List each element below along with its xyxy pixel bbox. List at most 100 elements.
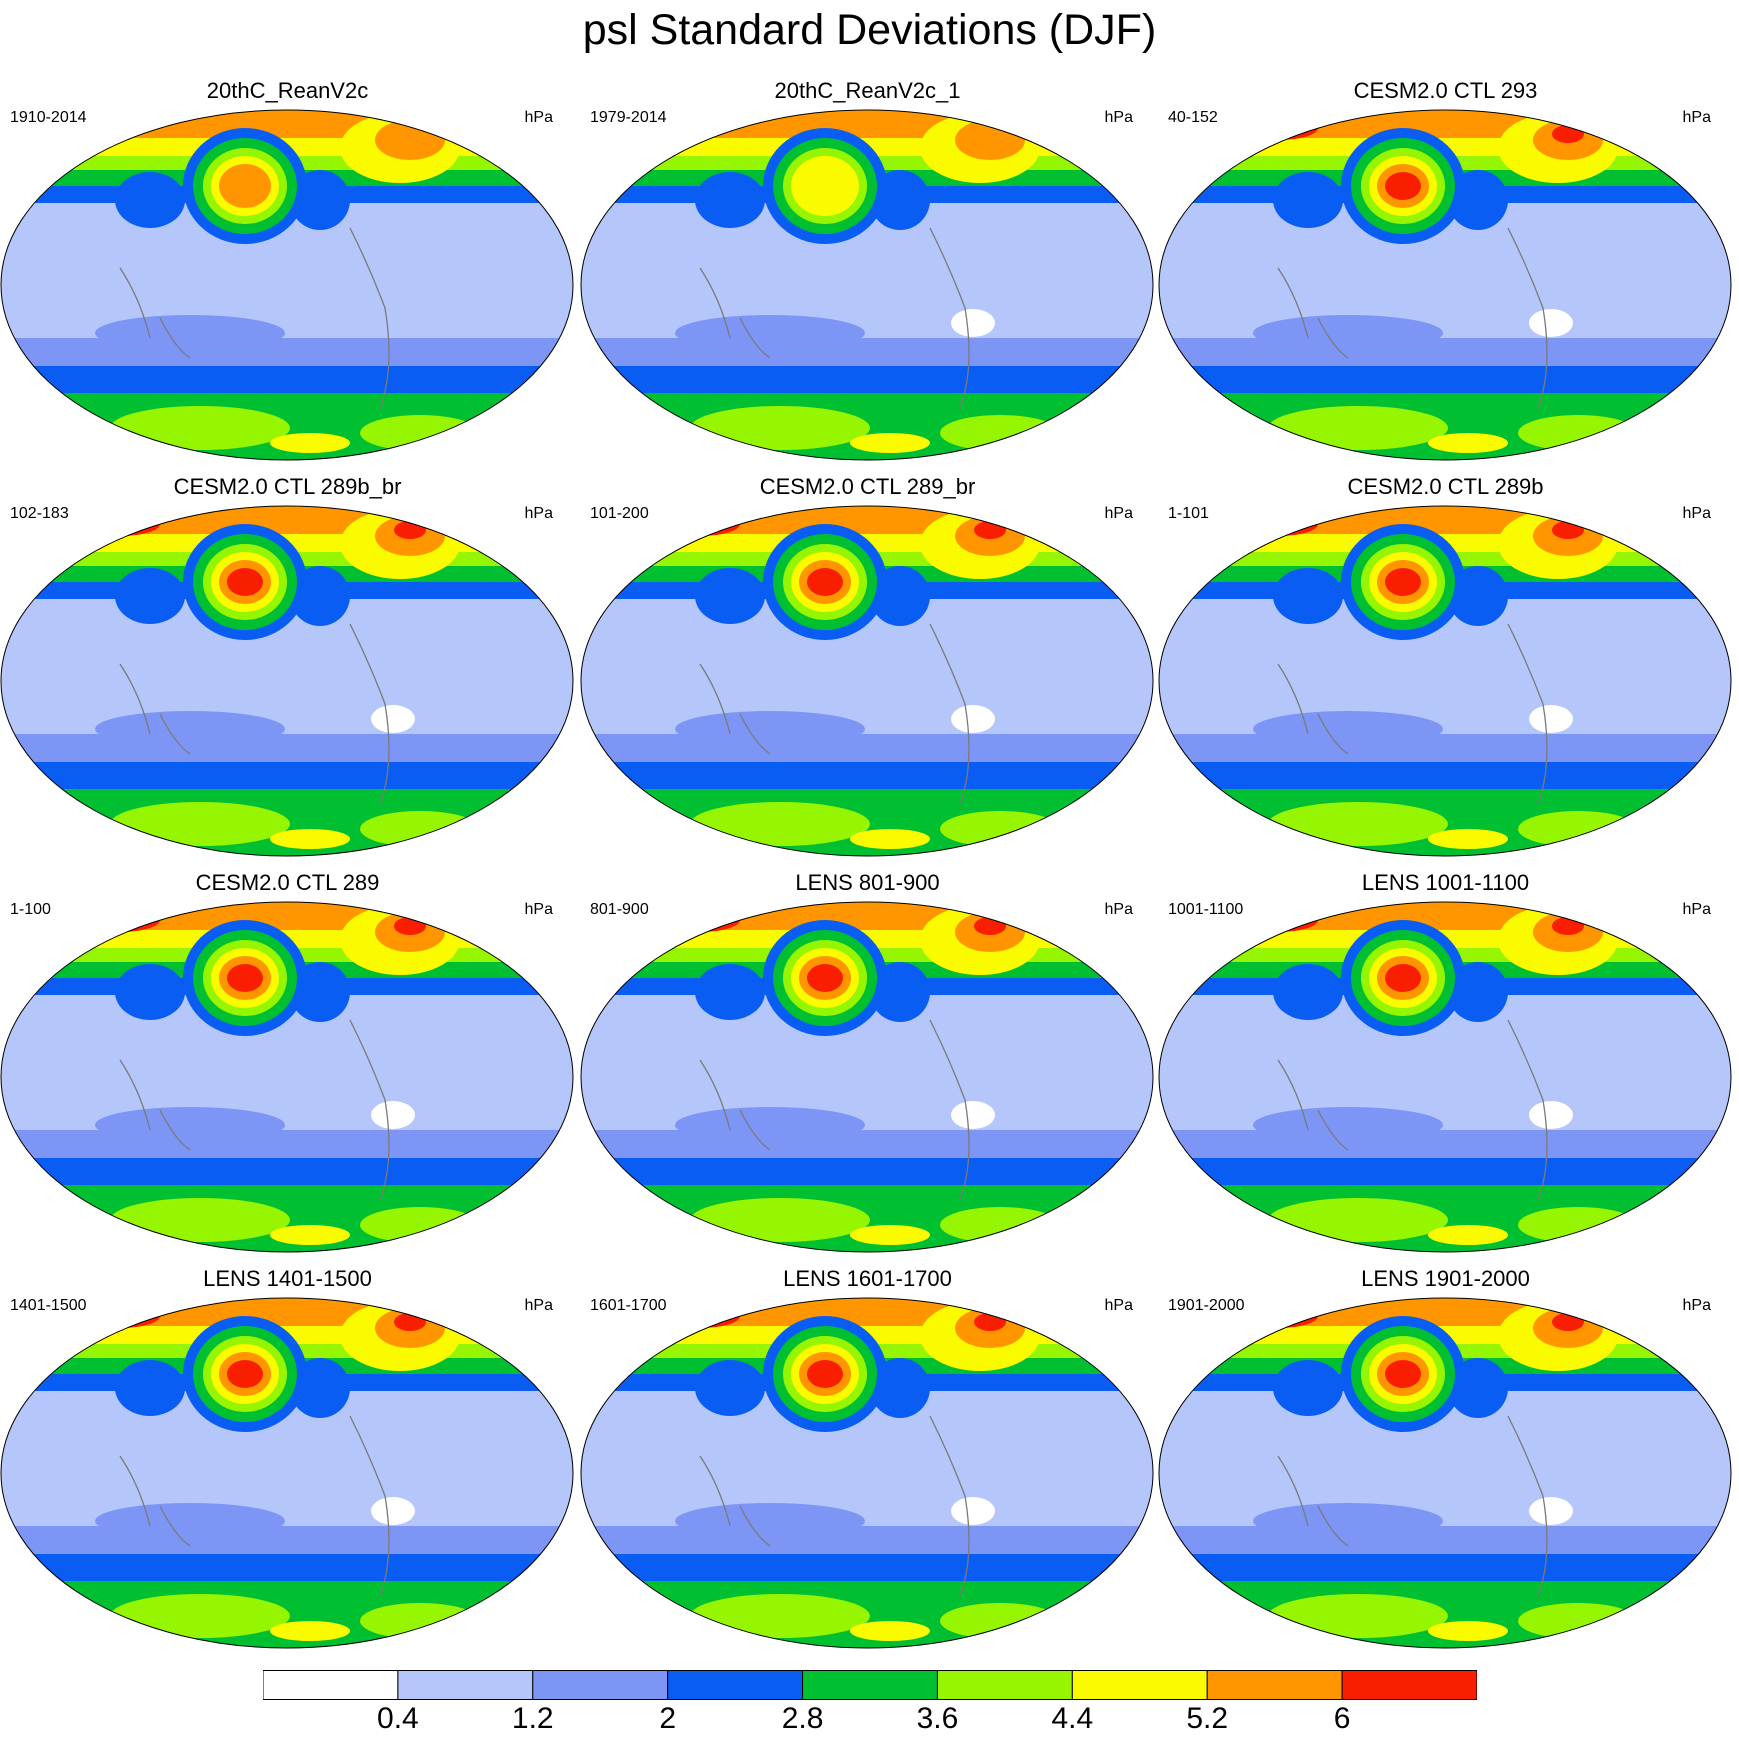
north-gap [695,1360,765,1416]
panel-title: CESM2.0 CTL 289b [1347,474,1544,499]
antarctic-patch [1518,811,1638,847]
map-field [0,505,574,857]
antarctic-patch [1428,829,1508,849]
map-boundary [1158,109,1732,461]
tropical-band [95,1107,285,1143]
north-pacific-center [1385,1360,1421,1388]
north-pacific-center [807,1360,843,1388]
map-panel: CESM2.0 CTL 289 1-100 hPa [0,870,575,1255]
antarctic-patch [360,415,480,451]
low-variance-patch [371,1101,415,1129]
north-pacific-center [1385,568,1421,596]
coastline [349,623,390,805]
map-boundary [580,901,1154,1253]
colorbar-tick-label: 2 [659,1702,676,1735]
panel-title: CESM2.0 CTL 289 [195,870,380,895]
antarctic-patch [110,1594,290,1638]
coastline [349,1019,390,1201]
colorbar-swatch [667,1670,804,1700]
panel-units-label: hPa [524,505,553,522]
low-variance-patch [951,1497,995,1525]
north-pacific-center [807,568,843,596]
panel-period-label: 102-183 [10,505,69,522]
panel-period-label: 1401-1500 [10,1297,87,1314]
siberian-center [660,908,740,932]
north-gap [1273,964,1343,1020]
coastline [119,663,191,755]
antarctic-patch [940,811,1060,847]
north-pacific-center [227,568,263,596]
low-variance-patch [951,705,995,733]
antarctic-patch [1428,433,1508,453]
antarctic-patch [940,1207,1060,1243]
coastline [1277,663,1349,755]
north-gap [695,568,765,624]
north-band-6 [581,1298,1153,1326]
colorbar-tick-label: 0.4 [377,1702,419,1735]
tropical-band [1253,1107,1443,1143]
panel-title: LENS 1901-2000 [1361,1266,1530,1291]
panel-title: CESM2.0 CTL 289b_br [173,474,402,499]
panel-units-label: hPa [524,1297,553,1314]
antarctic-patch [110,802,290,846]
coastline [1507,1019,1548,1201]
siberian-center [660,1304,740,1328]
panel-units-label: hPa [1682,1297,1711,1314]
coastline [699,1455,771,1547]
coastline [119,1455,191,1547]
north-gap [695,964,765,1020]
low-variance-patch [1529,705,1573,733]
map-panel: LENS 1401-1500 1401-1500 hPa [0,1266,575,1651]
colorbar-swatch [397,1670,534,1700]
north-band-6 [1159,506,1731,534]
panel-title: CESM2.0 CTL 293 [1353,78,1538,103]
colorbar-tick-label: 4.4 [1051,1702,1094,1735]
colorbar-tick-label: 3.6 [916,1702,959,1735]
colorbar-swatch [802,1670,938,1700]
map-field [580,1297,1154,1649]
figure-title: psl Standard Deviations (DJF) [582,6,1157,54]
coastline [929,227,970,409]
tropical-band [95,1503,285,1539]
panel-units-label: hPa [1104,109,1133,126]
map-field [1158,109,1732,461]
coastline [119,267,191,359]
north-atlantic-center [974,521,1006,539]
tropical-band [675,315,865,351]
north-band-6 [581,506,1153,534]
north-pacific-center [807,964,843,992]
map-field [580,505,1154,857]
map-field [1158,901,1732,1253]
tropical-band [675,711,865,747]
panel-title: LENS 801-900 [795,870,940,895]
north-gap [115,1360,185,1416]
siberian-center [80,908,160,932]
panel-title: CESM2.0 CTL 289_br [759,474,976,499]
panel-period-label: 801-900 [590,901,649,918]
panel-units-label: hPa [1682,505,1711,522]
antarctic-patch [1268,406,1448,450]
map-field [580,901,1154,1253]
map-panel: LENS 1601-1700 1601-1700 hPa [580,1266,1155,1651]
antarctic-patch [940,415,1060,451]
map-boundary [1158,901,1732,1253]
antarctic-patch [1428,1621,1508,1641]
north-band-6 [1,902,573,930]
low-variance-patch [371,705,415,733]
map-field [0,901,574,1253]
north-pacific-center [1385,964,1421,992]
north-gap [1273,568,1343,624]
map-panel: CESM2.0 CTL 289b 1-101 hPa [1158,474,1733,859]
antarctic-patch [360,1207,480,1243]
antarctic-patch [850,1225,930,1245]
siberian-center [80,1304,160,1328]
antarctic-patch [360,1603,480,1639]
antarctic-patch [270,1225,350,1245]
siberian-center [1238,908,1318,932]
panel-period-label: 1-101 [1168,505,1209,522]
map-field [580,109,1154,461]
panel-period-label: 1601-1700 [590,1297,667,1314]
coastline [119,1059,191,1151]
north-band-6 [1159,110,1731,138]
north-atlantic-center [955,120,1025,160]
